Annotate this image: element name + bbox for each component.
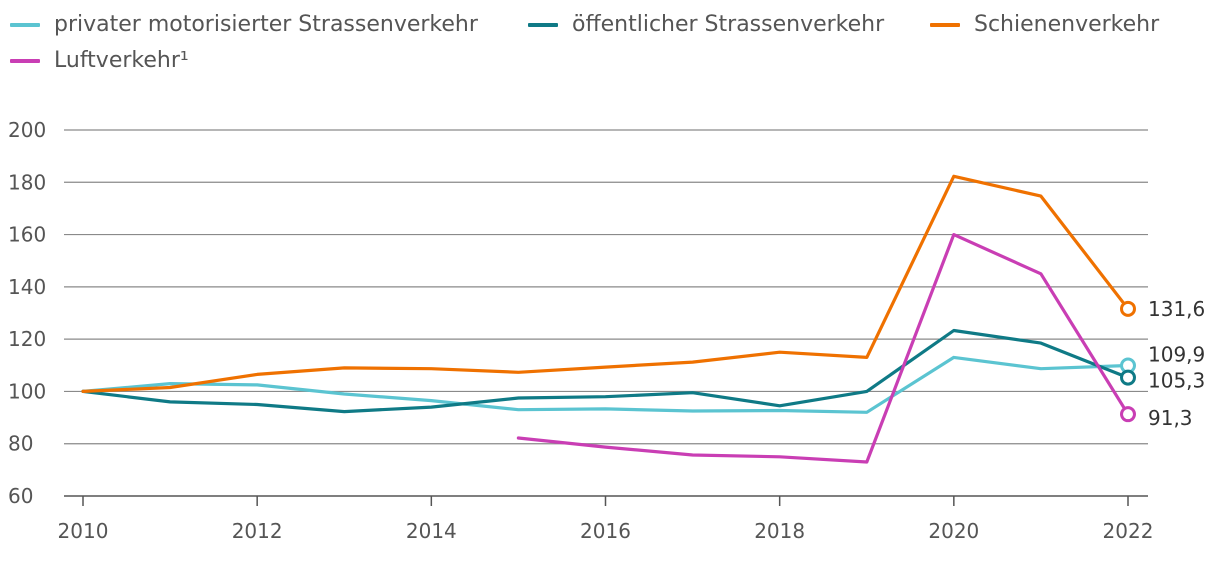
end-value-label: 105,3 bbox=[1148, 369, 1205, 393]
series-line bbox=[81, 328, 1130, 414]
legend-swatch bbox=[930, 22, 960, 27]
legend-swatch bbox=[10, 22, 40, 27]
y-tick-label: 60 bbox=[8, 484, 33, 508]
end-value-label: 109,9 bbox=[1148, 343, 1205, 367]
y-tick-label: 200 bbox=[8, 118, 46, 142]
y-tick-label: 180 bbox=[8, 170, 46, 194]
legend-label: öffentlicher Strassenverkehr bbox=[572, 12, 885, 37]
y-tick-label: 140 bbox=[8, 275, 46, 299]
x-tick-label: 2022 bbox=[1103, 519, 1154, 543]
legend-item-schienenverkehr: Schienenverkehr bbox=[930, 12, 1159, 37]
series-line bbox=[81, 174, 1130, 393]
x-tick-label: 2012 bbox=[232, 519, 283, 543]
x-tick-label: 2014 bbox=[406, 519, 457, 543]
y-tick-label: 80 bbox=[8, 432, 33, 456]
x-tick-label: 2020 bbox=[928, 519, 979, 543]
legend-swatch bbox=[10, 58, 40, 63]
legend-swatch bbox=[528, 22, 558, 27]
x-tick-label: 2018 bbox=[754, 519, 805, 543]
legend-label: privater motorisierter Strassenverkehr bbox=[54, 12, 478, 37]
end-point-marker bbox=[1120, 300, 1136, 317]
end-point-marker bbox=[1120, 369, 1136, 386]
chart-legend: privater motorisierter Strassenverkehr ö… bbox=[0, 0, 1220, 90]
legend-item-luftverkehr: Luftverkehr¹ bbox=[10, 48, 189, 73]
series-line bbox=[81, 355, 1130, 414]
x-tick-label: 2010 bbox=[58, 519, 109, 543]
x-tick-label: 2016 bbox=[580, 519, 631, 543]
legend-item-oeffentlicher-strassenverkehr: öffentlicher Strassenverkehr bbox=[528, 12, 884, 37]
y-tick-label: 120 bbox=[8, 327, 46, 351]
y-tick-label: 100 bbox=[8, 379, 46, 403]
end-point-marker bbox=[1120, 406, 1136, 423]
series-line bbox=[516, 233, 1130, 464]
y-tick-label: 160 bbox=[8, 223, 46, 247]
legend-label: Luftverkehr¹ bbox=[54, 48, 189, 73]
end-value-label: 91,3 bbox=[1148, 406, 1193, 430]
end-value-label: 131,6 bbox=[1148, 297, 1205, 321]
legend-label: Schienenverkehr bbox=[974, 12, 1160, 37]
legend-item-privater-strassenverkehr: privater motorisierter Strassenverkehr bbox=[10, 12, 478, 37]
